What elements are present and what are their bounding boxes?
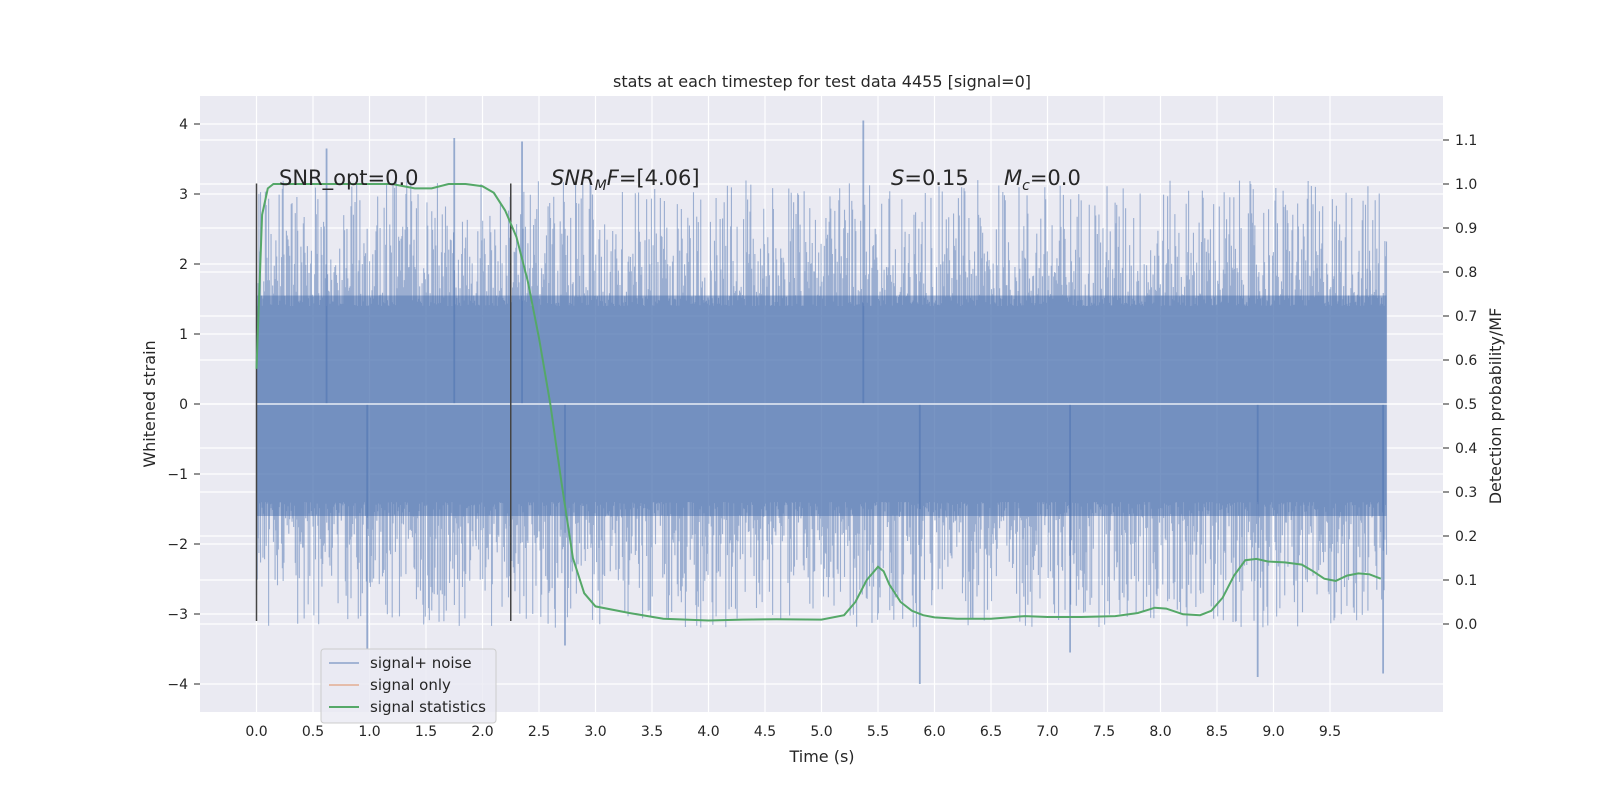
x-tick-label: 1.0 <box>358 724 380 740</box>
annotation-snr-opt: SNR_opt=0.0 <box>279 166 419 191</box>
y-tick-label: 1 <box>179 327 188 343</box>
x-tick-label: 8.5 <box>1206 724 1228 740</box>
y-tick-label: −4 <box>167 677 188 693</box>
vertical-markers <box>255 183 512 621</box>
stats-series <box>255 183 1382 622</box>
tick-labels: 0.0 0.5 1.0 1.5 2.0 2.5 3.0 3.5 4.0 4.5 5.0 5.5 6.0 6… <box>167 117 1477 740</box>
y-tick-label: −1 <box>167 467 188 483</box>
y-right-tick-label: 1.0 <box>1455 177 1477 193</box>
y-right-tick-label: 0.9 <box>1455 221 1477 237</box>
y-axis-label: Whitened strain <box>140 340 159 467</box>
legend-box <box>320 648 497 724</box>
y-right-tick-label: 0.3 <box>1455 485 1477 501</box>
annotation-snr-mf: SNRMF=[4.06] <box>551 166 700 194</box>
x-tick-label: 0.5 <box>302 724 324 740</box>
y-tick-label: 2 <box>179 257 188 273</box>
x-tick-label: 5.5 <box>867 724 889 740</box>
x-tick-label: 6.5 <box>980 724 1002 740</box>
y-right-tick-label: 0.0 <box>1455 617 1477 633</box>
y-tick-label: −2 <box>167 537 188 553</box>
noise-series <box>200 120 1443 684</box>
legend-label-stats: signal statistics <box>370 698 486 716</box>
x-tick-label: 3.0 <box>584 724 606 740</box>
legend-label-signal-only: signal only <box>370 676 451 694</box>
legend-label-noise: signal+ noise <box>370 654 472 672</box>
y-tick-label: 0 <box>179 397 188 413</box>
y-right-tick-label: 1.1 <box>1455 133 1477 149</box>
x-tick-label: 8.0 <box>1149 724 1171 740</box>
y-right-tick-label: 0.7 <box>1455 309 1477 325</box>
x-tick-label: 2.0 <box>471 724 493 740</box>
y-right-tick-label: 0.1 <box>1455 573 1477 589</box>
x-tick-label: 0.0 <box>245 724 267 740</box>
annotation-mc: Mc=0.0 <box>1004 166 1081 194</box>
y-tick-label: 3 <box>179 187 188 203</box>
y-right-tick-label: 0.4 <box>1455 441 1477 457</box>
x-tick-label: 4.0 <box>697 724 719 740</box>
y-right-tick-label: 0.6 <box>1455 353 1477 369</box>
x-tick-label: 7.5 <box>1093 724 1115 740</box>
y-axis-right-label: Detection probability/MF <box>1486 308 1505 505</box>
y-tick-label: −3 <box>167 607 188 623</box>
x-tick-label: 9.0 <box>1262 724 1284 740</box>
x-axis-label: Time (s) <box>788 747 854 766</box>
x-tick-label: 3.5 <box>641 724 663 740</box>
x-tick-label: 7.0 <box>1036 724 1058 740</box>
x-tick-label: 1.5 <box>415 724 437 740</box>
x-tick-label: 9.5 <box>1319 724 1341 740</box>
y-right-tick-label: 0.5 <box>1455 397 1477 413</box>
y-tick-label: 4 <box>179 117 188 133</box>
chart-title: stats at each timestep for test data 445… <box>613 72 1031 91</box>
annotation-s: S=0.15 <box>891 166 969 190</box>
x-tick-label: 2.5 <box>528 724 550 740</box>
x-tick-label: 5.0 <box>810 724 832 740</box>
x-tick-label: 4.5 <box>754 724 776 740</box>
y-right-tick-label: 0.8 <box>1455 265 1477 281</box>
x-tick-label: 6.0 <box>923 724 945 740</box>
legend: signal+ noise signal only signal statist… <box>320 648 497 724</box>
signal-statistics-line <box>255 183 1382 622</box>
y-right-tick-label: 0.2 <box>1455 529 1477 545</box>
